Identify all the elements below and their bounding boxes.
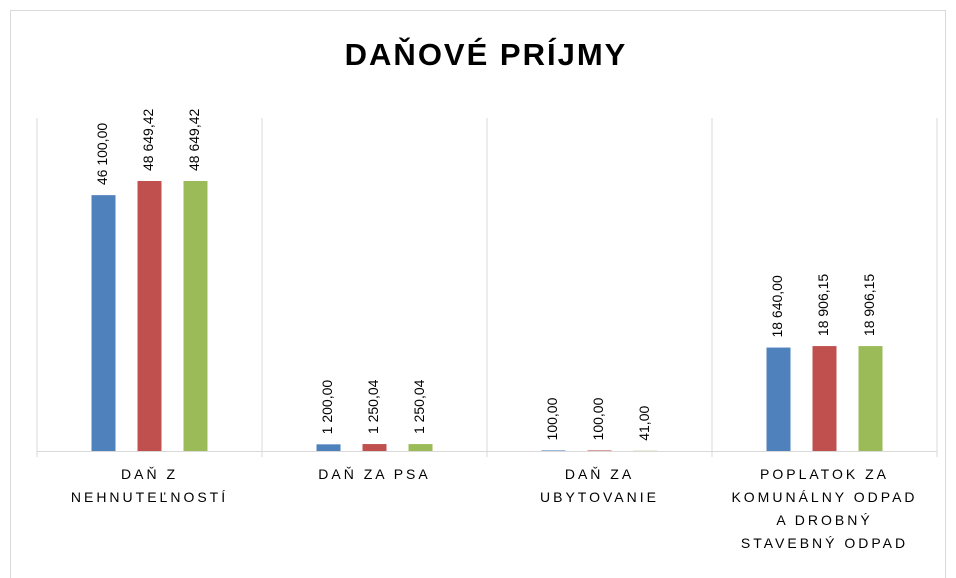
bar	[362, 444, 387, 451]
bar	[316, 444, 341, 451]
bar	[137, 180, 162, 451]
value-label: 48 649,42	[186, 108, 202, 170]
value-label: 18 906,15	[815, 274, 831, 336]
value-label: 100,00	[544, 397, 560, 440]
value-label: 100,00	[590, 397, 606, 440]
value-label: 1 200,00	[319, 380, 335, 435]
bar	[812, 346, 837, 451]
value-label: 18 640,00	[769, 275, 785, 337]
bar	[858, 346, 883, 451]
value-label: 46 100,00	[94, 123, 110, 185]
x-tick-label: DAŇ ZA UBYTOVANIE	[540, 466, 659, 505]
x-tick-label: POPLATOK ZA KOMUNÁLNY ODPAD A DROBNÝ STA…	[731, 466, 918, 551]
bar	[541, 450, 566, 451]
chart-frame	[10, 10, 946, 578]
bar	[766, 347, 791, 451]
chart-title: DAŇOVÉ PRÍJMY	[345, 36, 628, 72]
value-label: 41,00	[636, 406, 652, 441]
value-label: 18 906,15	[861, 274, 877, 336]
bar	[91, 195, 116, 451]
value-label: 1 250,04	[365, 379, 381, 434]
value-label: 1 250,04	[411, 379, 427, 434]
bar	[183, 180, 208, 451]
bar	[587, 450, 612, 451]
x-tick-label: DAŇ Z NEHNUTEĽNOSTÍ	[70, 466, 229, 505]
bar	[408, 444, 433, 451]
x-tick-label: DAŇ ZA PSA	[318, 466, 431, 482]
value-label: 48 649,42	[140, 108, 156, 170]
